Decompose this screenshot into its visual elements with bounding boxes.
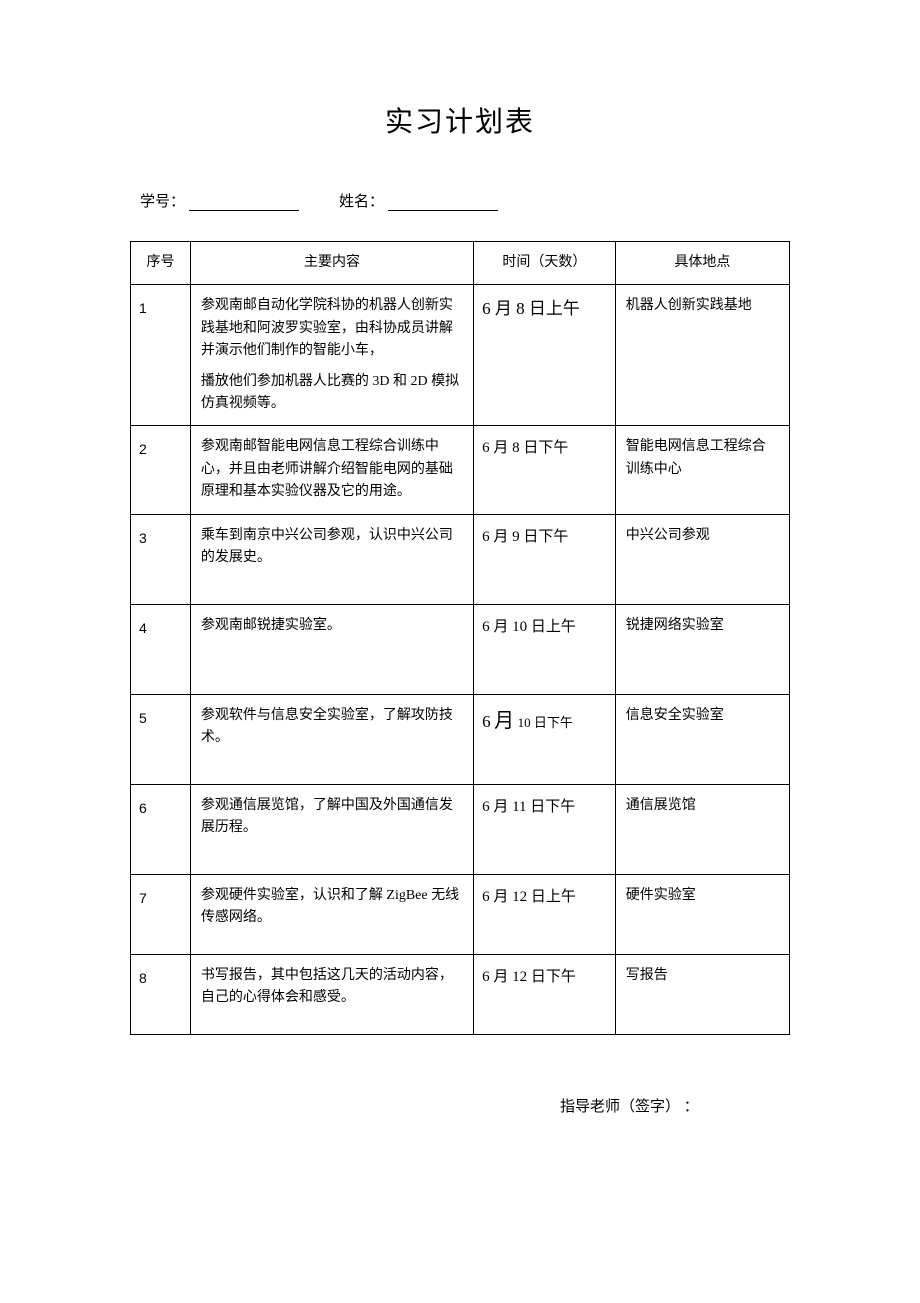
name-label: 姓名：	[339, 190, 384, 211]
page-title: 实习计划表	[130, 100, 790, 140]
content-p1: 参观南邮锐捷实验室。	[201, 615, 463, 637]
time-text: 6 月 12 日上午	[482, 889, 576, 905]
cell-num: 3	[131, 514, 191, 604]
cell-place: 机器人创新实践基地	[615, 285, 789, 426]
cell-time: 6 月 10 日上午	[474, 604, 616, 694]
cell-time: 6 月 8 日上午	[474, 285, 616, 426]
cell-time: 6 月 11 日下午	[474, 784, 616, 874]
time-month: 月	[494, 710, 514, 732]
cell-content: 参观南邮智能电网信息工程综合训练中心，并且由老师讲解介绍智能电网的基础原理和基本…	[190, 426, 473, 514]
cell-num: 5	[131, 694, 191, 784]
content-p1: 参观软件与信息安全实验室，了解攻防技术。	[201, 705, 463, 750]
header-time: 时间（天数）	[474, 242, 616, 285]
time-text: 6 月 12 日下午	[482, 969, 576, 985]
content-p1: 乘车到南京中兴公司参观，认识中兴公司的发展史。	[201, 525, 463, 570]
cell-place: 中兴公司参观	[615, 514, 789, 604]
cell-num: 1	[131, 285, 191, 426]
cell-content: 参观通信展览馆，了解中国及外国通信发展历程。	[190, 784, 473, 874]
cell-content: 参观软件与信息安全实验室，了解攻防技术。	[190, 694, 473, 784]
cell-place: 硬件实验室	[615, 874, 789, 954]
time-text: 6 月 11 日下午	[482, 799, 575, 815]
cell-place: 写报告	[615, 954, 789, 1034]
cell-time: 6 月 12 日下午	[474, 954, 616, 1034]
table-row: 1 参观南邮自动化学院科协的机器人创新实践基地和阿波罗实验室，由科协成员讲解并演…	[131, 285, 790, 426]
cell-time: 6 月 10 日下午	[474, 694, 616, 784]
time-text: 6 月 8 日下午	[482, 440, 568, 456]
cell-content: 参观南邮锐捷实验室。	[190, 604, 473, 694]
content-p1: 书写报告，其中包括这几天的活动内容，自己的心得体会和感受。	[201, 965, 463, 1010]
cell-place: 通信展览馆	[615, 784, 789, 874]
time-text: 6 月 10 日上午	[482, 619, 576, 635]
cell-num: 2	[131, 426, 191, 514]
time-suffix: 10 日下午	[518, 715, 573, 730]
header-content: 主要内容	[190, 242, 473, 285]
student-id-label: 学号：	[140, 190, 185, 211]
form-fields: 学号： 姓名：	[130, 190, 790, 211]
content-p1: 参观硬件实验室，认识和了解 ZigBee 无线传感网络。	[201, 885, 463, 930]
cell-place: 智能电网信息工程综合训练中心	[615, 426, 789, 514]
student-id-input-line	[189, 193, 299, 211]
cell-content: 参观南邮自动化学院科协的机器人创新实践基地和阿波罗实验室，由科协成员讲解并演示他…	[190, 285, 473, 426]
header-num: 序号	[131, 242, 191, 285]
table-row: 7 参观硬件实验室，认识和了解 ZigBee 无线传感网络。 6 月 12 日上…	[131, 874, 790, 954]
time-text: 6 月 9 日下午	[482, 529, 568, 545]
cell-time: 6 月 9 日下午	[474, 514, 616, 604]
signature-label: 指导老师（签字） ：	[130, 1095, 790, 1116]
table-header-row: 序号 主要内容 时间（天数） 具体地点	[131, 242, 790, 285]
cell-place: 信息安全实验室	[615, 694, 789, 784]
student-id-field: 学号：	[140, 190, 299, 211]
table-row: 8 书写报告，其中包括这几天的活动内容，自己的心得体会和感受。 6 月 12 日…	[131, 954, 790, 1034]
cell-num: 7	[131, 874, 191, 954]
cell-num: 8	[131, 954, 191, 1034]
content-p1: 参观南邮智能电网信息工程综合训练中心，并且由老师讲解介绍智能电网的基础原理和基本…	[201, 436, 463, 503]
cell-num: 4	[131, 604, 191, 694]
content-p1: 参观通信展览馆，了解中国及外国通信发展历程。	[201, 795, 463, 840]
content-p2: 播放他们参加机器人比赛的 3D 和 2D 模拟仿真视频等。	[201, 371, 463, 416]
cell-content: 书写报告，其中包括这几天的活动内容，自己的心得体会和感受。	[190, 954, 473, 1034]
cell-num: 6	[131, 784, 191, 874]
name-input-line	[388, 193, 498, 211]
table-row: 6 参观通信展览馆，了解中国及外国通信发展历程。 6 月 11 日下午 通信展览…	[131, 784, 790, 874]
cell-place: 锐捷网络实验室	[615, 604, 789, 694]
cell-content: 乘车到南京中兴公司参观，认识中兴公司的发展史。	[190, 514, 473, 604]
name-field: 姓名：	[339, 190, 498, 211]
cell-time: 6 月 8 日下午	[474, 426, 616, 514]
table-row: 3 乘车到南京中兴公司参观，认识中兴公司的发展史。 6 月 9 日下午 中兴公司…	[131, 514, 790, 604]
table-row: 4 参观南邮锐捷实验室。 6 月 10 日上午 锐捷网络实验室	[131, 604, 790, 694]
table-row: 2 参观南邮智能电网信息工程综合训练中心，并且由老师讲解介绍智能电网的基础原理和…	[131, 426, 790, 514]
plan-table: 序号 主要内容 时间（天数） 具体地点 1 参观南邮自动化学院科协的机器人创新实…	[130, 241, 790, 1035]
time-prefix: 6	[482, 712, 491, 731]
table-row: 5 参观软件与信息安全实验室，了解攻防技术。 6 月 10 日下午 信息安全实验…	[131, 694, 790, 784]
header-place: 具体地点	[615, 242, 789, 285]
time-text: 6 月 8 日上午	[482, 299, 580, 318]
cell-time: 6 月 12 日上午	[474, 874, 616, 954]
cell-content: 参观硬件实验室，认识和了解 ZigBee 无线传感网络。	[190, 874, 473, 954]
content-p1: 参观南邮自动化学院科协的机器人创新实践基地和阿波罗实验室，由科协成员讲解并演示他…	[201, 295, 463, 362]
